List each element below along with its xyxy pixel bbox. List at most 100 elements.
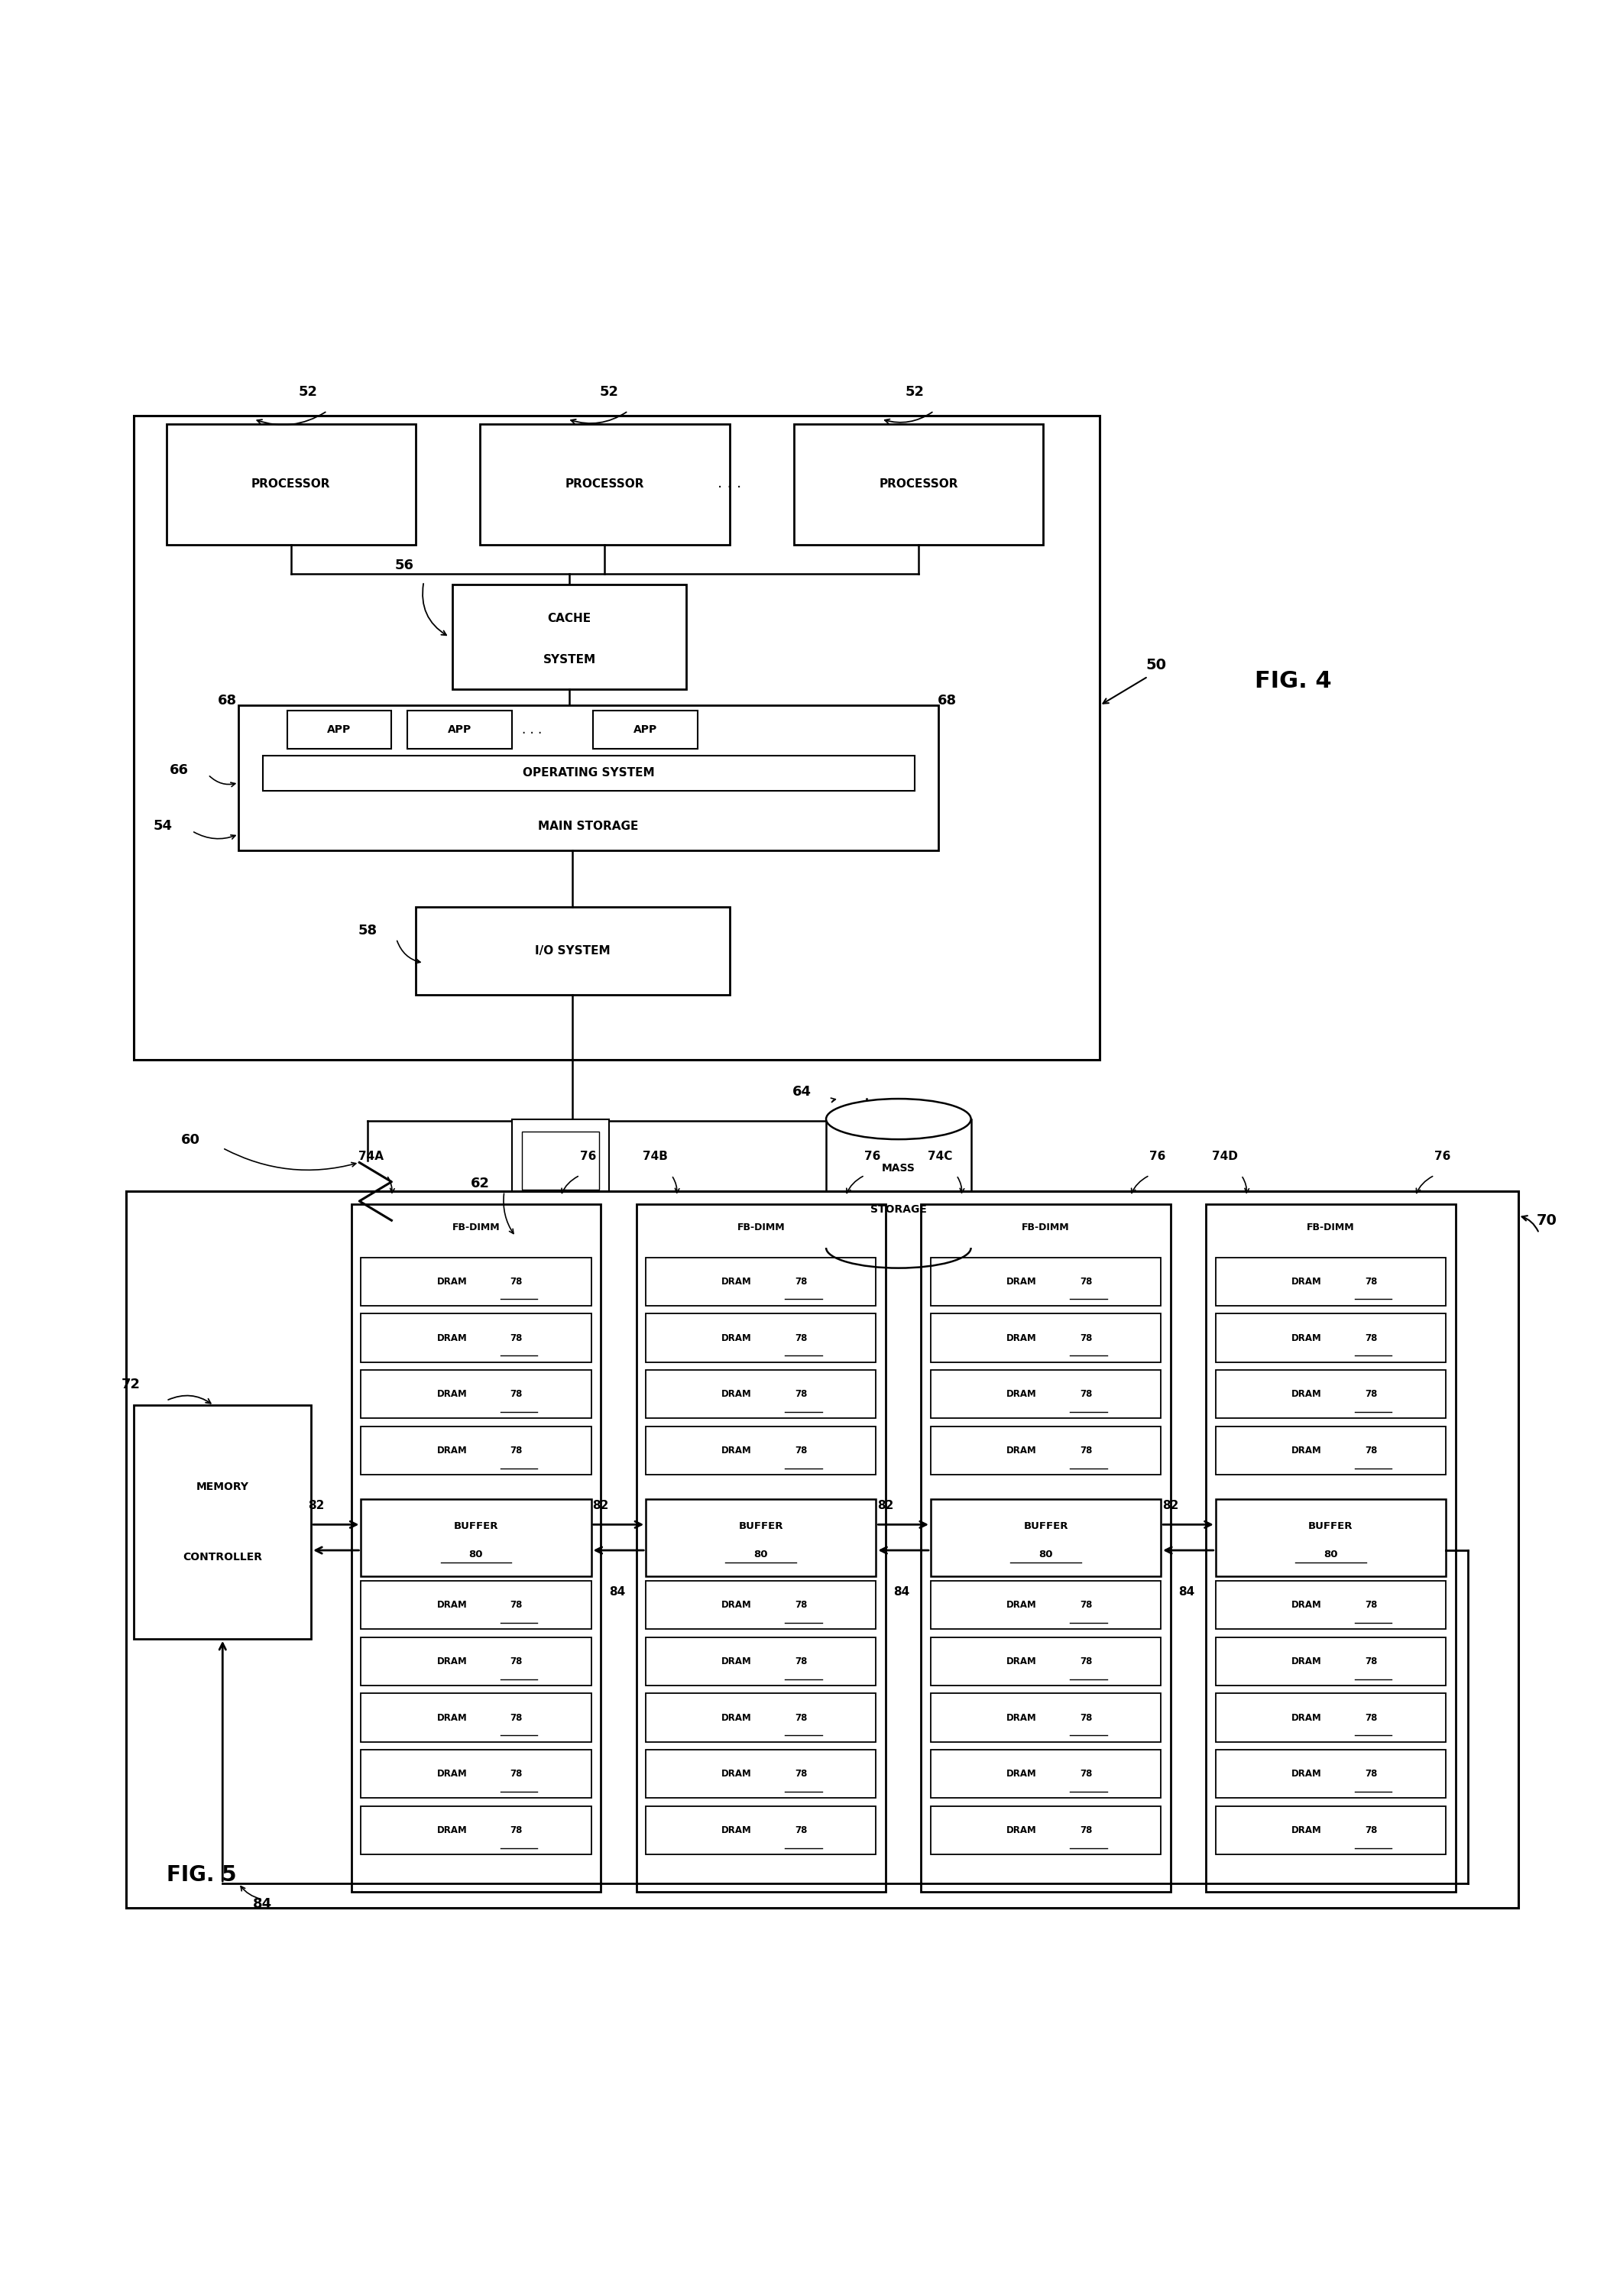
Text: 78: 78 bbox=[1364, 1389, 1377, 1398]
Bar bbox=[932, 1499, 1162, 1575]
Text: 74D: 74D bbox=[1212, 1150, 1238, 1162]
Text: 78: 78 bbox=[1364, 1713, 1377, 1722]
Text: DRAM: DRAM bbox=[1291, 1334, 1322, 1343]
Text: DRAM: DRAM bbox=[721, 1446, 752, 1456]
Text: 78: 78 bbox=[1364, 1825, 1377, 1835]
Bar bbox=[522, 1132, 599, 1189]
Text: BUFFER: BUFFER bbox=[454, 1520, 499, 1531]
Text: 52: 52 bbox=[599, 386, 619, 400]
Bar bbox=[238, 705, 938, 850]
Bar bbox=[637, 1205, 886, 1892]
Bar bbox=[1215, 1499, 1445, 1575]
Text: 78: 78 bbox=[1081, 1825, 1092, 1835]
Bar bbox=[361, 1637, 591, 1685]
Bar bbox=[932, 1637, 1162, 1685]
Bar bbox=[646, 1499, 876, 1575]
Text: DRAM: DRAM bbox=[1291, 1768, 1322, 1779]
Bar bbox=[932, 1807, 1162, 1855]
Text: DRAM: DRAM bbox=[437, 1600, 467, 1609]
Text: DRAM: DRAM bbox=[721, 1334, 752, 1343]
Text: 82: 82 bbox=[593, 1499, 609, 1511]
Bar bbox=[361, 1313, 591, 1362]
Text: 78: 78 bbox=[1364, 1277, 1377, 1286]
Text: FB-DIMM: FB-DIMM bbox=[1022, 1224, 1069, 1233]
Text: DRAM: DRAM bbox=[721, 1655, 752, 1667]
Text: DRAM: DRAM bbox=[1006, 1334, 1037, 1343]
Bar bbox=[646, 1313, 876, 1362]
Text: 78: 78 bbox=[795, 1277, 807, 1286]
Bar bbox=[522, 1242, 567, 1254]
Text: 64: 64 bbox=[792, 1084, 812, 1097]
Text: . . .: . . . bbox=[522, 723, 541, 737]
Text: 78: 78 bbox=[1081, 1389, 1092, 1398]
Bar bbox=[262, 755, 915, 790]
Text: FIG. 4: FIG. 4 bbox=[1254, 670, 1332, 693]
Text: 68: 68 bbox=[938, 693, 956, 707]
Text: FIG. 5: FIG. 5 bbox=[167, 1864, 237, 1885]
Text: 72: 72 bbox=[122, 1378, 141, 1391]
Text: MEMORY: MEMORY bbox=[196, 1481, 249, 1492]
Text: 56: 56 bbox=[395, 558, 415, 572]
Text: 80: 80 bbox=[468, 1550, 483, 1559]
Bar bbox=[1215, 1694, 1445, 1743]
Text: CACHE: CACHE bbox=[548, 613, 591, 625]
Bar bbox=[522, 1228, 567, 1240]
Text: STORAGE: STORAGE bbox=[870, 1203, 927, 1215]
Text: BUFFER: BUFFER bbox=[1024, 1520, 1068, 1531]
Text: PROCESSOR: PROCESSOR bbox=[251, 478, 330, 489]
Text: 78: 78 bbox=[1081, 1768, 1092, 1779]
Text: 78: 78 bbox=[795, 1446, 807, 1456]
Text: 78: 78 bbox=[1364, 1600, 1377, 1609]
Text: 82: 82 bbox=[308, 1499, 324, 1511]
Text: FB-DIMM: FB-DIMM bbox=[1307, 1224, 1354, 1233]
Text: DRAM: DRAM bbox=[437, 1446, 467, 1456]
Bar bbox=[1215, 1582, 1445, 1630]
Bar bbox=[416, 907, 729, 994]
Text: 76: 76 bbox=[865, 1150, 881, 1162]
Bar bbox=[932, 1694, 1162, 1743]
Ellipse shape bbox=[826, 1100, 970, 1139]
Text: BUFFER: BUFFER bbox=[1309, 1520, 1353, 1531]
Bar bbox=[646, 1258, 876, 1306]
Text: APP: APP bbox=[327, 723, 352, 735]
Text: CONTROLLER: CONTROLLER bbox=[183, 1552, 262, 1564]
Text: 78: 78 bbox=[1081, 1334, 1092, 1343]
Bar bbox=[1215, 1258, 1445, 1306]
Text: DRAM: DRAM bbox=[721, 1713, 752, 1722]
Text: 78: 78 bbox=[510, 1600, 523, 1609]
Text: 78: 78 bbox=[510, 1389, 523, 1398]
Text: SYSTEM: SYSTEM bbox=[543, 654, 596, 666]
Text: 54: 54 bbox=[154, 820, 173, 833]
Text: DRAM: DRAM bbox=[1291, 1713, 1322, 1722]
Text: BUFFER: BUFFER bbox=[739, 1520, 782, 1531]
Bar bbox=[480, 425, 729, 544]
Text: 78: 78 bbox=[510, 1446, 523, 1456]
Bar bbox=[361, 1750, 591, 1798]
Text: 78: 78 bbox=[1081, 1713, 1092, 1722]
Text: DRAM: DRAM bbox=[1006, 1655, 1037, 1667]
Text: 78: 78 bbox=[1364, 1446, 1377, 1456]
Bar bbox=[408, 709, 512, 748]
Text: DRAM: DRAM bbox=[437, 1277, 467, 1286]
Text: 84: 84 bbox=[1178, 1587, 1194, 1598]
Bar bbox=[646, 1750, 876, 1798]
Bar bbox=[1215, 1426, 1445, 1474]
Bar bbox=[932, 1258, 1162, 1306]
Bar bbox=[932, 1750, 1162, 1798]
Text: DRAM: DRAM bbox=[437, 1334, 467, 1343]
Text: PROCESSOR: PROCESSOR bbox=[565, 478, 645, 489]
Text: 60: 60 bbox=[181, 1134, 199, 1146]
Text: PROCESSOR: PROCESSOR bbox=[880, 478, 957, 489]
Text: 84: 84 bbox=[253, 1896, 272, 1910]
Bar bbox=[167, 425, 416, 544]
Bar bbox=[646, 1694, 876, 1743]
Text: 50: 50 bbox=[1145, 659, 1166, 673]
Text: 62: 62 bbox=[470, 1176, 489, 1189]
Bar bbox=[1215, 1313, 1445, 1362]
Bar bbox=[646, 1807, 876, 1855]
Text: 52: 52 bbox=[298, 386, 318, 400]
Text: 74A: 74A bbox=[358, 1150, 384, 1162]
Text: DRAM: DRAM bbox=[437, 1825, 467, 1835]
Text: 78: 78 bbox=[510, 1713, 523, 1722]
Text: APP: APP bbox=[449, 723, 471, 735]
